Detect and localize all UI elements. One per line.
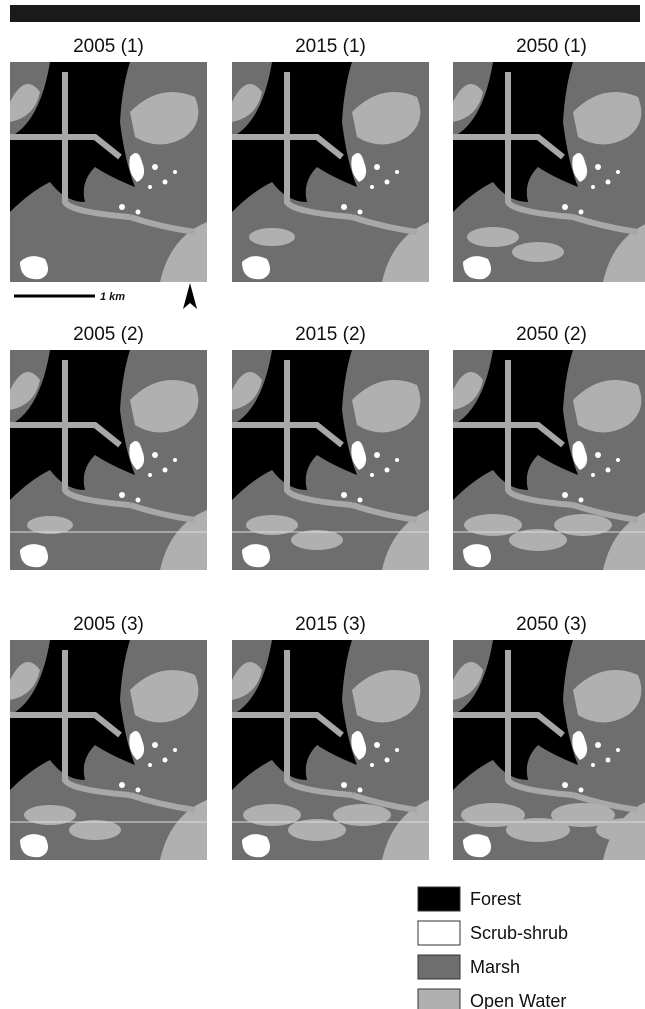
map-panel: 2050 (3) [453,614,645,860]
legend-swatch [418,921,460,945]
legend-label: Marsh [470,957,520,977]
legend-label: Scrub-shrub [470,923,568,943]
panel-title: 2050 (2) [516,324,587,345]
map-panel: 2050 (1) [453,36,645,282]
map-panel: 2005 (2) [10,324,207,570]
map-panel: 2050 (2) [453,324,645,570]
water-patch [27,516,73,534]
panel-title: 2005 (3) [73,614,144,635]
map-panel: 2005 (1) [10,36,207,282]
header-bar [10,5,640,22]
panel-title: 2050 (3) [516,614,587,635]
panel-title: 2005 (2) [73,324,144,345]
legend-swatch [418,887,460,911]
legend-label: Open Water [470,991,566,1009]
water-patch [554,514,612,536]
water-patch [512,242,564,262]
map-panel: 2015 (2) [232,324,429,570]
map-panel: 2005 (3) [10,614,207,860]
water-patch [333,804,391,826]
legend-swatch [418,989,460,1009]
legend-swatch [418,955,460,979]
scale-label: 1 km [100,291,125,303]
water-patch [464,514,522,536]
water-patch [467,227,519,247]
map-image [10,62,207,282]
water-patch [249,228,295,246]
legend: Forest Scrub-shrub Marsh Open Water [418,887,568,1009]
water-patch [291,530,343,550]
panel-title: 2015 (1) [295,36,366,57]
legend-label: Forest [470,889,521,909]
map-panel: 2015 (3) [232,614,429,860]
map-image [10,350,207,570]
figure: 2005 (1) 2015 (1) 2050 (1) 2005 (2) 2015 (2)… [0,0,645,1009]
water-patch [69,820,121,840]
panel-title: 2050 (1) [516,36,587,57]
panel-title: 2015 (3) [295,614,366,635]
north-arrow [183,283,197,309]
map-panel: 2015 (1) [232,36,429,282]
panel-title: 2005 (1) [73,36,144,57]
panel-title: 2015 (2) [295,324,366,345]
panels: 2005 (1) 2015 (1) 2050 (1) 2005 (2) 2015 (2)… [10,36,645,860]
water-patch [243,804,301,826]
scale-bar: 1 km [14,283,197,309]
map-image [232,62,429,282]
